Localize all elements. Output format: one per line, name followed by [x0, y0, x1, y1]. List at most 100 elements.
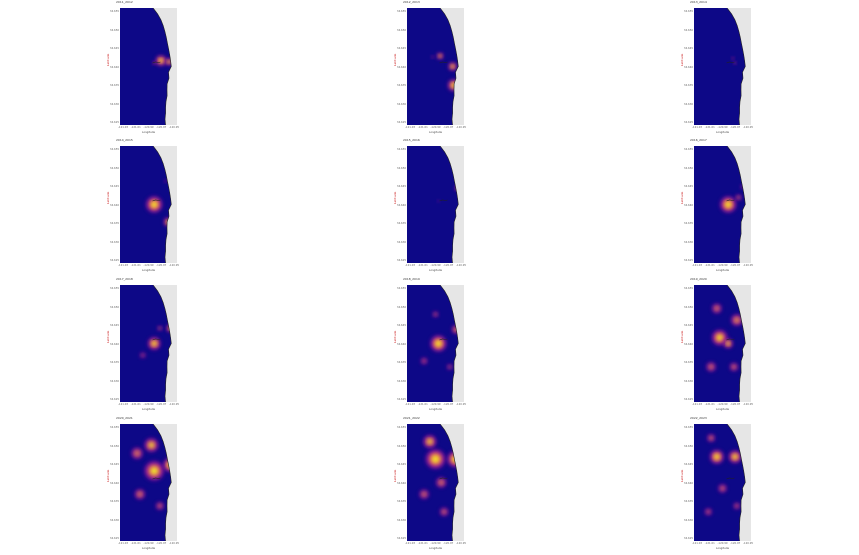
density-map	[694, 424, 746, 541]
x-tick-label: -121.01	[704, 264, 715, 267]
x-tick-label: -120.95	[455, 403, 467, 406]
density-hotspot	[707, 510, 710, 513]
x-axis-label: Longitude	[716, 131, 729, 134]
y-tick-label: 34.630	[109, 379, 119, 383]
density-hotspot	[451, 65, 454, 68]
density-map	[120, 424, 172, 541]
y-tick-label: 34.635	[683, 361, 693, 364]
y-tick-label: 34.630	[683, 379, 693, 383]
x-tick-label: -120.99	[717, 542, 728, 545]
y-tick-label: 34.655	[396, 287, 406, 290]
x-tick-label: -120.99	[430, 403, 441, 406]
x-tick-label: -120.99	[430, 542, 441, 545]
density-hotspot	[165, 180, 167, 182]
density-hotspot	[152, 341, 157, 346]
y-tick-label: 34.640	[396, 203, 406, 207]
panel-title: 2013_2014	[690, 0, 707, 4]
map-panel: 2013_2014 Latitude 34.655 34.650 34.645 34.64…	[680, 0, 753, 137]
heatmap-area	[120, 8, 177, 125]
y-axis-ticks: 34.655 34.650 34.645 34.640 34.635 34.630 34.6…	[108, 424, 119, 541]
x-tick-label: -120.99	[430, 264, 441, 267]
x-tick-label: -120.99	[717, 264, 728, 267]
heatmap-area	[120, 285, 177, 402]
x-tick-label: -120.95	[455, 542, 467, 545]
density-map	[694, 285, 746, 402]
heatmap-area	[694, 146, 751, 263]
x-axis-ticks: -121.03 -121.01 -120.99 -120.97 -120.95	[118, 264, 180, 268]
density-hotspot	[448, 365, 451, 368]
y-tick-label: 34.630	[396, 102, 406, 106]
harbor-outline	[726, 338, 735, 341]
x-tick-label: -121.03	[691, 542, 703, 545]
map-panel: 2015_2016 Latitude 34.655 34.650 34.645 34.64…	[393, 138, 466, 275]
map-panel: 2011_2012 Latitude 34.655 34.650 34.645 34.64…	[106, 0, 180, 137]
y-tick-label: 34.655	[396, 426, 406, 429]
y-tick-label: 34.650	[683, 305, 693, 309]
x-axis-label: Longitude	[429, 408, 442, 411]
y-tick-label: 34.635	[683, 222, 693, 225]
y-axis-ticks: 34.655 34.650 34.645 34.640 34.635 34.630 34.6…	[682, 146, 693, 263]
coastline	[726, 424, 746, 541]
x-tick-label: -120.99	[717, 126, 728, 129]
map-panel: 2021_2022 Latitude 34.655 34.650 34.645 34.64…	[393, 416, 467, 553]
y-tick-label: 34.640	[683, 481, 693, 485]
y-axis-ticks: 34.655 34.650 34.645 34.640 34.635 34.630 34.6…	[395, 8, 406, 125]
x-tick-label: -121.03	[404, 264, 416, 267]
x-tick-label: -120.97	[156, 403, 167, 406]
x-tick-label: -120.95	[168, 542, 180, 545]
density-hotspot	[149, 442, 154, 448]
y-tick-label: 34.625	[683, 259, 693, 262]
x-axis-label: Longitude	[716, 269, 729, 272]
y-tick-label: 34.650	[683, 28, 693, 32]
x-tick-label: -120.99	[143, 542, 154, 545]
coastline	[726, 146, 746, 263]
map-panel: 2012_2013 Latitude 34.655 34.650 34.645 34.64…	[393, 0, 466, 137]
heatmap-area	[694, 8, 751, 125]
y-tick-label: 34.640	[396, 342, 406, 346]
y-tick-label: 34.635	[396, 222, 406, 225]
density-background	[407, 146, 459, 263]
y-tick-label: 34.650	[109, 305, 119, 309]
y-tick-label: 34.645	[396, 47, 406, 50]
heatmap-area	[120, 146, 177, 263]
coastline	[152, 146, 172, 263]
y-axis-ticks: 34.655 34.650 34.645 34.640 34.635 34.630 34.6…	[682, 424, 693, 541]
density-background	[120, 8, 172, 125]
heatmap-area	[120, 424, 177, 541]
y-tick-label: 34.640	[396, 481, 406, 485]
x-tick-label: -120.95	[168, 126, 180, 129]
y-axis-ticks: 34.655 34.650 34.645 34.640 34.635 34.630 34.6…	[682, 285, 693, 402]
density-hotspot	[732, 365, 736, 369]
x-tick-label: -121.03	[404, 126, 416, 129]
density-hotspot	[159, 327, 161, 330]
y-tick-label: 34.645	[683, 185, 693, 188]
heatmap-area	[407, 146, 464, 263]
x-tick-label: -120.99	[430, 126, 441, 129]
x-axis-label: Longitude	[142, 131, 155, 134]
density-map	[407, 146, 459, 263]
coastline	[726, 285, 746, 402]
y-tick-label: 34.655	[396, 10, 406, 13]
y-tick-label: 34.645	[396, 185, 406, 188]
y-tick-label: 34.635	[109, 222, 119, 225]
y-tick-label: 34.655	[109, 426, 119, 429]
heatmap-area	[407, 285, 464, 402]
y-tick-label: 34.635	[109, 500, 119, 503]
density-hotspot	[432, 56, 434, 58]
y-tick-label: 34.650	[109, 444, 119, 448]
density-hotspot	[434, 313, 437, 316]
density-background	[120, 146, 172, 263]
y-tick-label: 34.650	[109, 28, 119, 32]
density-hotspot	[721, 487, 724, 490]
heatmap-area	[407, 424, 464, 541]
x-tick-label: -120.95	[168, 264, 180, 267]
density-hotspot	[439, 480, 443, 485]
density-hotspot	[163, 458, 172, 472]
density-hotspot	[159, 58, 163, 63]
density-hotspot	[427, 439, 432, 444]
y-tick-label: 34.625	[396, 121, 406, 124]
y-tick-label: 34.640	[109, 481, 119, 485]
y-tick-label: 34.645	[109, 324, 119, 327]
x-axis-label: Longitude	[716, 408, 729, 411]
y-tick-label: 34.625	[683, 121, 693, 124]
